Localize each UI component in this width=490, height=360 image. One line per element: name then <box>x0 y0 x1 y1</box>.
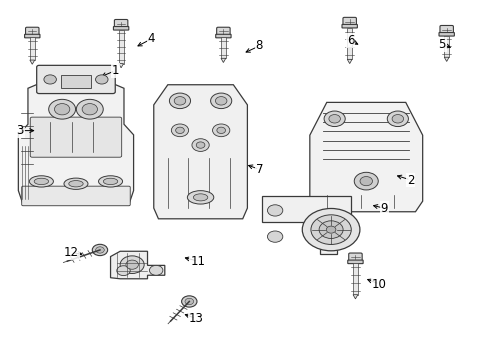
Polygon shape <box>111 251 165 279</box>
Text: 8: 8 <box>256 40 263 53</box>
Circle shape <box>326 226 336 233</box>
FancyBboxPatch shape <box>343 17 356 26</box>
Ellipse shape <box>187 191 214 204</box>
Circle shape <box>216 96 227 105</box>
Circle shape <box>44 75 56 84</box>
FancyBboxPatch shape <box>114 19 128 28</box>
Circle shape <box>217 127 225 134</box>
Polygon shape <box>310 102 423 212</box>
Circle shape <box>387 111 408 127</box>
Polygon shape <box>353 294 358 299</box>
Ellipse shape <box>103 178 118 185</box>
FancyBboxPatch shape <box>25 27 39 36</box>
Polygon shape <box>221 58 226 63</box>
Text: 9: 9 <box>381 202 388 215</box>
Polygon shape <box>18 78 134 205</box>
FancyBboxPatch shape <box>24 34 40 38</box>
Circle shape <box>92 244 108 256</box>
Ellipse shape <box>29 176 53 187</box>
Circle shape <box>392 114 404 123</box>
Text: 3: 3 <box>17 124 24 137</box>
Polygon shape <box>154 85 247 219</box>
FancyBboxPatch shape <box>216 34 231 38</box>
Circle shape <box>185 298 194 305</box>
FancyBboxPatch shape <box>22 186 130 206</box>
Circle shape <box>49 99 75 119</box>
Circle shape <box>126 260 138 269</box>
Ellipse shape <box>34 178 49 185</box>
Ellipse shape <box>69 181 83 187</box>
Ellipse shape <box>98 176 122 187</box>
FancyBboxPatch shape <box>37 66 115 94</box>
Polygon shape <box>262 196 351 254</box>
Text: 7: 7 <box>256 163 263 176</box>
Bar <box>61 75 91 88</box>
Text: 6: 6 <box>347 34 354 47</box>
Circle shape <box>76 99 103 119</box>
Bar <box>30 37 35 60</box>
Circle shape <box>196 142 205 148</box>
Ellipse shape <box>64 178 88 189</box>
FancyBboxPatch shape <box>113 27 129 30</box>
Circle shape <box>96 75 108 84</box>
Text: 1: 1 <box>112 64 119 77</box>
FancyBboxPatch shape <box>439 32 454 36</box>
Circle shape <box>302 208 360 251</box>
Bar <box>444 36 449 57</box>
FancyBboxPatch shape <box>217 27 230 36</box>
Circle shape <box>175 127 184 134</box>
Circle shape <box>192 139 209 152</box>
Polygon shape <box>119 64 123 68</box>
Circle shape <box>174 96 186 105</box>
Bar <box>119 30 123 64</box>
Circle shape <box>213 124 230 137</box>
Circle shape <box>117 266 130 276</box>
FancyBboxPatch shape <box>348 260 363 264</box>
Polygon shape <box>30 60 35 64</box>
Text: 2: 2 <box>407 174 415 186</box>
Circle shape <box>311 215 351 244</box>
Circle shape <box>82 104 98 115</box>
Circle shape <box>54 104 70 115</box>
Circle shape <box>120 256 144 274</box>
Text: 12: 12 <box>64 246 79 259</box>
FancyBboxPatch shape <box>342 24 357 28</box>
Bar <box>347 28 352 59</box>
FancyBboxPatch shape <box>440 26 453 34</box>
Bar <box>221 37 226 58</box>
Circle shape <box>268 205 283 216</box>
Bar <box>353 263 358 294</box>
Circle shape <box>268 231 283 242</box>
Circle shape <box>172 124 189 137</box>
Circle shape <box>360 176 372 186</box>
Polygon shape <box>444 57 449 62</box>
Circle shape <box>329 114 341 123</box>
Circle shape <box>182 296 197 307</box>
Circle shape <box>170 93 191 109</box>
Ellipse shape <box>194 194 208 201</box>
Circle shape <box>324 111 345 127</box>
FancyBboxPatch shape <box>349 253 362 261</box>
Polygon shape <box>347 59 352 64</box>
Circle shape <box>211 93 232 109</box>
Circle shape <box>319 221 343 238</box>
FancyBboxPatch shape <box>30 117 122 157</box>
Circle shape <box>96 247 104 253</box>
Text: 11: 11 <box>191 255 205 267</box>
Circle shape <box>149 265 163 275</box>
Text: 5: 5 <box>438 38 445 51</box>
Circle shape <box>354 172 378 190</box>
Text: 4: 4 <box>147 32 155 45</box>
Text: 13: 13 <box>189 312 203 325</box>
Text: 10: 10 <box>372 278 387 291</box>
